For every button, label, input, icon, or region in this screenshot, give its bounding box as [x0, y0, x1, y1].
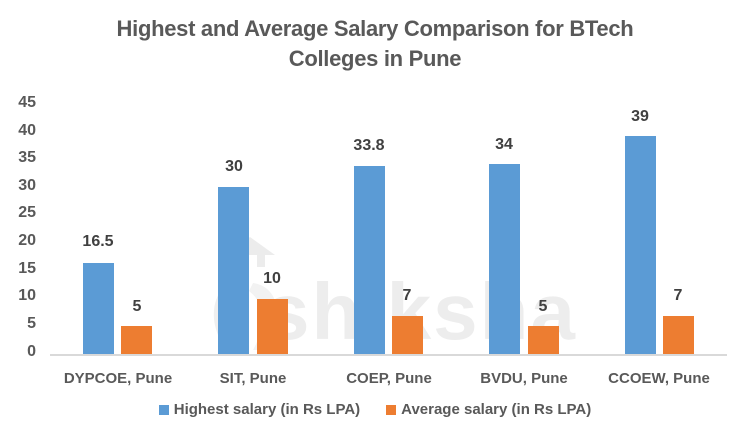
bar-average-coep[interactable]	[392, 316, 423, 354]
value-label-highest-dypcoe: 16.5	[82, 233, 114, 250]
value-label-average-sit: 10	[263, 270, 281, 287]
chart-title-line-1: Highest and Average Salary Comparison fo…	[116, 16, 634, 41]
y-tick-25: 25	[18, 204, 36, 221]
y-tick-40: 40	[18, 122, 36, 139]
y-tick-30: 30	[18, 177, 36, 194]
value-label-highest-sit: 30	[225, 158, 243, 175]
value-label-highest-ccoew: 39	[631, 108, 649, 125]
value-label-average-coep: 7	[402, 287, 412, 304]
bar-average-ccoew[interactable]	[663, 316, 694, 354]
chart-title: Highest and Average Salary Comparison fo…	[0, 14, 750, 74]
value-label-highest-coep: 33.8	[353, 137, 385, 154]
y-tick-20: 20	[18, 232, 36, 249]
bar-highest-ccoew[interactable]	[625, 136, 656, 354]
bar-average-dypcoe[interactable]	[121, 326, 152, 354]
bar-average-bvdu[interactable]	[528, 326, 559, 354]
y-tick-35: 35	[18, 149, 36, 166]
value-label-average-dypcoe: 5	[132, 298, 142, 315]
value-label-average-ccoew: 7	[673, 287, 683, 304]
y-tick-45: 45	[18, 94, 36, 111]
legend-label-average: Average salary (in Rs LPA)	[401, 401, 592, 418]
x-label-coep: COEP, Pune	[346, 370, 432, 387]
x-label-ccoew: CCOEW, Pune	[608, 370, 710, 387]
chart-title-line-2: Colleges in Pune	[288, 46, 462, 71]
x-axis-line	[50, 354, 727, 356]
bar-average-sit[interactable]	[257, 299, 288, 354]
x-label-dypcoe: DYPCOE, Pune	[63, 370, 173, 387]
y-tick-0: 0	[27, 343, 36, 360]
bar-highest-bvdu[interactable]	[489, 164, 520, 354]
x-label-bvdu: BVDU, Pune	[480, 370, 568, 387]
value-label-highest-bvdu: 34	[495, 136, 513, 153]
bar-highest-coep[interactable]	[354, 166, 385, 354]
x-label-sit: SIT, Pune	[219, 370, 287, 387]
y-tick-10: 10	[18, 287, 36, 304]
legend-swatch-highest-icon	[158, 405, 169, 415]
chart-legend: Highest salary (in Rs LPA) Average salar…	[0, 401, 750, 419]
legend-item-highest[interactable]: Highest salary (in Rs LPA)	[158, 401, 361, 419]
legend-label-highest: Highest salary (in Rs LPA)	[173, 401, 361, 418]
value-label-average-bvdu: 5	[538, 298, 548, 315]
legend-swatch-average-icon	[386, 405, 397, 415]
y-tick-15: 15	[18, 260, 36, 277]
legend-item-average[interactable]: Average salary (in Rs LPA)	[386, 401, 591, 419]
bar-highest-dypcoe[interactable]	[83, 263, 114, 354]
bar-highest-sit[interactable]	[218, 187, 249, 354]
y-tick-5: 5	[27, 315, 36, 332]
